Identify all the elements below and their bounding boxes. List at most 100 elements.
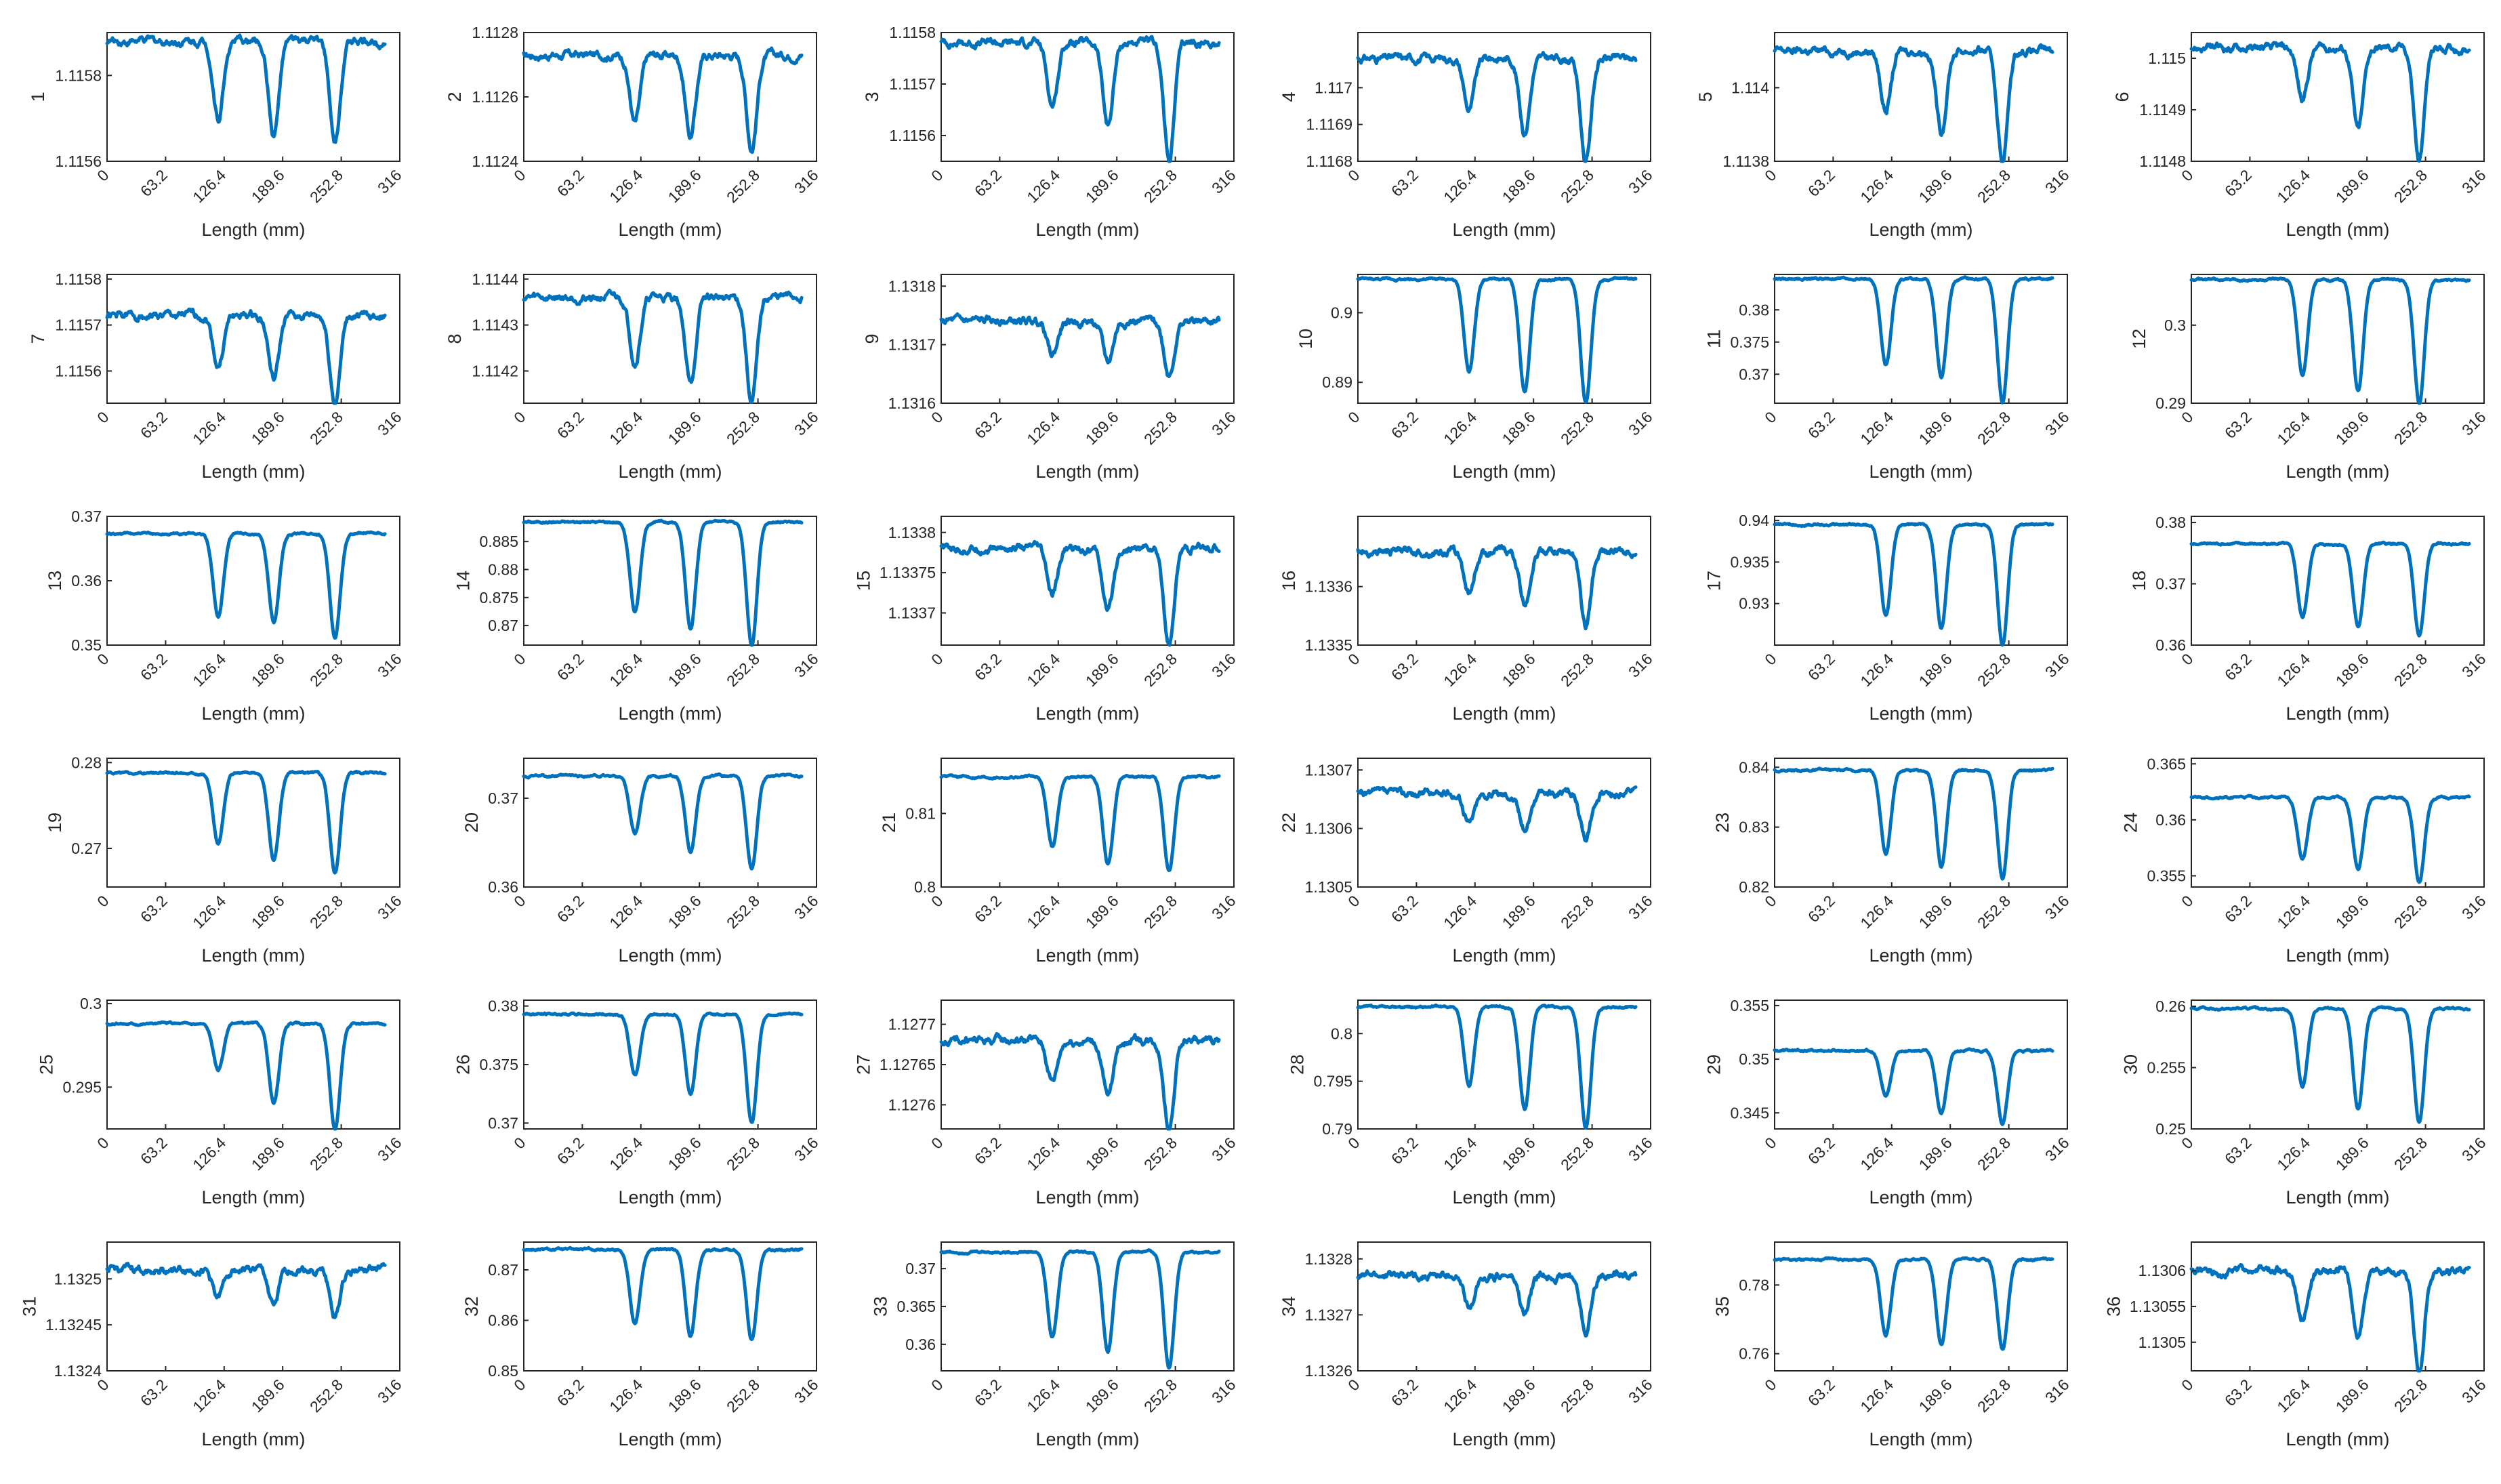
series-line — [2189, 793, 2471, 884]
x-axis-label: Length (mm) — [1035, 1429, 1139, 1449]
x-tick-label: 126.4 — [1440, 1376, 1480, 1416]
series-line — [939, 35, 1221, 163]
x-tick-label: 63.2 — [2221, 1376, 2255, 1409]
series-line — [1356, 1269, 1638, 1338]
y-tick-label: 0.28 — [71, 754, 102, 771]
y-tick-label: 1.1144 — [472, 270, 518, 288]
series-line — [522, 1011, 804, 1124]
plot-area — [941, 999, 1235, 1130]
x-tick-label: 252.8 — [1974, 892, 2014, 932]
x-tick-label: 316 — [1625, 166, 1656, 197]
y-axis-label: 26 — [453, 1054, 474, 1075]
x-tick-label: 63.2 — [1388, 1376, 1422, 1409]
subplot-19: 0 63.2 126.4 189.6 252.8 316 0.27 0.28 19 Length … — [45, 754, 405, 966]
x-tick-label: 189.6 — [1082, 408, 1122, 448]
x-tick-label: 126.4 — [189, 408, 229, 448]
x-tick-label: 189.6 — [1499, 892, 1539, 932]
x-tick-label: 252.8 — [1557, 650, 1597, 690]
plot-area — [1357, 32, 1651, 162]
series-line — [105, 1262, 387, 1319]
series-line — [1356, 1003, 1638, 1130]
x-tick-label: 252.8 — [1557, 1134, 1597, 1174]
y-axis-label: 14 — [453, 571, 474, 591]
series-line — [1356, 543, 1638, 631]
y-tick-label: 1.1142 — [472, 363, 518, 380]
plot-area — [941, 32, 1235, 162]
x-tick-label: 189.6 — [2332, 1134, 2372, 1174]
x-axis-label: Length (mm) — [201, 703, 305, 724]
y-axis-label: 27 — [854, 1054, 874, 1075]
subplot-18: 0 63.2 126.4 189.6 252.8 3160.360.370.3818Len… — [2129, 514, 2489, 724]
y-axis-label: 29 — [1704, 1054, 1724, 1075]
plot-area — [1357, 274, 1651, 404]
x-tick-label: 316 — [1625, 1376, 1656, 1407]
series-line — [939, 1031, 1221, 1131]
subplot-16: 0 63.2 126.4 189.6 252.8 3161.13351.133616Len… — [1279, 516, 1656, 724]
x-tick-label: 189.6 — [2332, 1376, 2372, 1416]
subplot-4: 0 63.2 126.4 189.6 252.8 3161.11681.11691.117… — [1279, 32, 1656, 240]
plot-area — [523, 758, 817, 888]
x-tick-label: 189.6 — [665, 1134, 705, 1174]
y-tick-label: 1.1124 — [472, 152, 518, 170]
subplot-27: 0 63.2 126.4 189.6 252.8 316 1.1276 1.12765 1.12… — [854, 999, 1239, 1208]
x-tick-label: 0 — [94, 408, 112, 426]
x-tick-label: 189.6 — [248, 650, 288, 690]
x-tick-label: 316 — [791, 1134, 822, 1165]
x-tick-label: 316 — [2458, 650, 2489, 681]
y-tick-label: 1.1156 — [889, 127, 936, 144]
x-tick-label: 189.6 — [2332, 892, 2372, 932]
subplot-34: 0 63.2 126.4 189.6 252.8 3161.13261.13271.132… — [1279, 1241, 1656, 1449]
x-tick-label: 316 — [791, 166, 822, 197]
y-tick-label: 0.36 — [2155, 811, 2186, 829]
x-tick-label: 252.8 — [1140, 1134, 1180, 1174]
x-axis-label: Length (mm) — [618, 1429, 722, 1449]
series-line — [939, 1248, 1221, 1370]
x-tick-label: 189.6 — [1499, 1134, 1539, 1174]
subplot-7: 0 63.2 126.4 189.6 252.8 316 1.1156 1.1157 1.115… — [28, 270, 405, 482]
x-tick-label: 63.2 — [137, 166, 171, 200]
x-tick-label: 189.6 — [1916, 1376, 1956, 1416]
x-tick-label: 63.2 — [137, 650, 171, 684]
plot-area — [2191, 516, 2485, 646]
x-tick-label: 63.2 — [971, 408, 1005, 442]
x-tick-label: 189.6 — [2332, 166, 2372, 206]
x-tick-label: 189.6 — [1082, 166, 1122, 206]
series-line — [1773, 275, 2054, 405]
x-tick-label: 63.2 — [137, 1376, 171, 1409]
y-tick-label: 1.1325 — [54, 1270, 102, 1287]
x-axis-label: Length (mm) — [1869, 1429, 1972, 1449]
series-line — [522, 518, 804, 647]
series-line — [522, 288, 804, 404]
plot-area — [106, 999, 400, 1130]
x-tick-label: 0 — [94, 892, 112, 910]
y-tick-label: 1.1126 — [472, 88, 518, 106]
y-tick-label: 1.1338 — [888, 524, 936, 541]
plot-area — [106, 758, 400, 888]
x-tick-label: 189.6 — [2332, 408, 2372, 448]
series-line — [1356, 785, 1638, 843]
x-tick-label: 189.6 — [1082, 650, 1122, 690]
y-tick-label: 1.1169 — [1306, 116, 1352, 133]
y-tick-label: 0.295 — [62, 1078, 102, 1096]
y-tick-label: 1.1156 — [55, 152, 102, 170]
x-axis-label: Length (mm) — [1035, 703, 1139, 724]
x-tick-label: 189.6 — [248, 408, 288, 448]
x-axis-label: Length (mm) — [1452, 945, 1556, 966]
y-tick-label: 0.8 — [914, 878, 936, 896]
x-axis-label: Length (mm) — [1869, 1187, 1972, 1208]
x-tick-label: 316 — [2458, 1134, 2489, 1165]
y-axis-label: 31 — [20, 1296, 40, 1317]
series-line — [522, 46, 804, 154]
x-tick-label: 126.4 — [606, 408, 646, 448]
x-tick-label: 316 — [2042, 1134, 2073, 1165]
x-axis-label: Length (mm) — [201, 461, 305, 482]
x-tick-label: 126.4 — [189, 1376, 229, 1416]
x-tick-label: 252.8 — [2391, 166, 2431, 206]
x-tick-label: 252.8 — [2391, 892, 2431, 932]
y-tick-label: 0.84 — [1739, 758, 1769, 776]
y-tick-label: 1.13375 — [880, 564, 936, 581]
x-tick-label: 252.8 — [1974, 1376, 2014, 1416]
y-tick-label: 1.1306 — [2138, 1262, 2186, 1279]
x-tick-label: 63.2 — [971, 1134, 1005, 1168]
x-tick-label: 189.6 — [1082, 1134, 1122, 1174]
